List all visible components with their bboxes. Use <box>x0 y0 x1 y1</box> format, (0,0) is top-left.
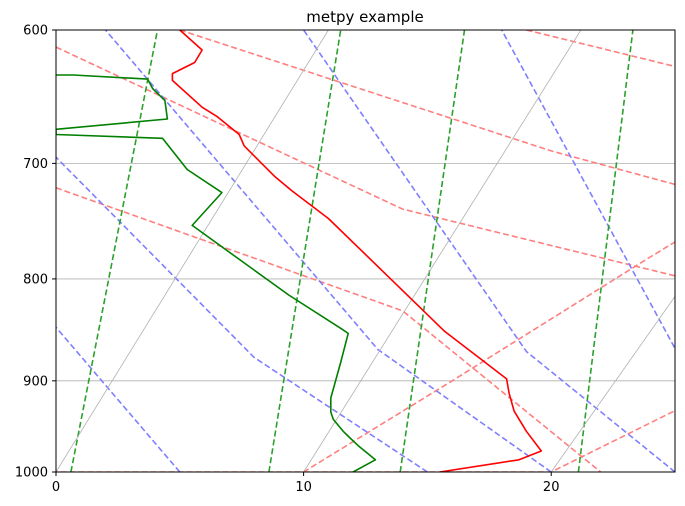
mixing-ratio-lines-group <box>70 30 634 472</box>
isotherms-group <box>56 30 675 472</box>
dewpoint-profile-line <box>56 74 377 472</box>
y-tick-label: 600 <box>23 24 48 39</box>
background-lines <box>56 30 675 472</box>
dry-adiabat-line <box>56 46 675 277</box>
mixing-ratio-line-line <box>399 30 466 472</box>
plot-frame <box>55 29 676 473</box>
dry-adiabat-line <box>303 409 675 472</box>
moist-adiabats-group <box>56 30 675 472</box>
mixing-ratio-line-line <box>268 30 342 472</box>
x-axis: 0 10 20 <box>52 472 560 495</box>
temperature-profile-line <box>171 30 543 472</box>
y-tick-label: 900 <box>23 374 48 389</box>
mixing-ratio-line-line <box>70 30 159 472</box>
y-tick-label: 700 <box>23 157 48 172</box>
x-tick-label: 20 <box>543 480 560 495</box>
moist-adiabat-line <box>56 326 181 472</box>
x-tick-label: 10 <box>295 480 312 495</box>
isotherm-line <box>303 30 582 472</box>
y-axis: 600 700 800 900 1000 <box>15 24 56 481</box>
dry-adiabat-line <box>56 187 602 472</box>
y-tick-label: 1000 <box>15 466 48 481</box>
x-tick-label: 0 <box>52 480 60 495</box>
dry-adiabats-group <box>56 30 675 472</box>
y-tick-label: 800 <box>23 272 48 287</box>
dry-adiabat-line <box>526 30 675 68</box>
dry-adiabat-line <box>179 30 675 186</box>
data-series <box>56 30 543 472</box>
moist-adiabat-line <box>302 30 675 472</box>
chart-title: metpy example <box>306 8 423 26</box>
moist-adiabat-line <box>500 30 675 351</box>
moist-adiabat-line <box>56 156 428 472</box>
grid-lines <box>56 162 675 382</box>
moist-adiabat-line <box>104 30 552 472</box>
isotherm-line <box>550 295 675 472</box>
mixing-ratio-line-line <box>577 30 634 472</box>
isotherm-line <box>56 30 329 472</box>
dry-adiabat-line <box>56 241 675 472</box>
